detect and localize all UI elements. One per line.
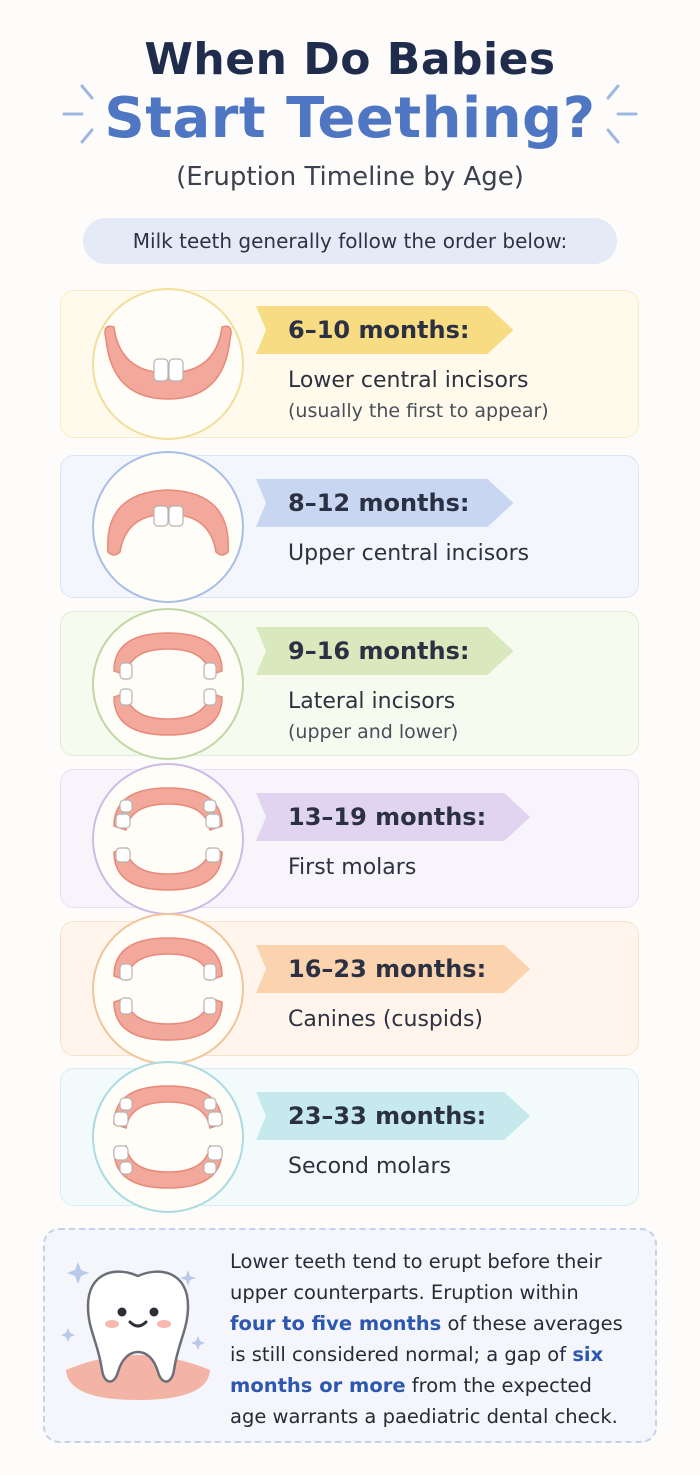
age-range-tag: 8–12 months: [256,479,513,527]
teeth-note: (usually the first to appear) [288,400,549,422]
canines-icon [92,912,244,1065]
intro-banner: Milk teeth generally follow the order be… [83,218,617,264]
upper-central-incisors-icon [92,450,244,603]
title-line-2: Start Teething? [104,86,596,151]
sparkle-left-icon [60,80,100,150]
age-range-tag: 6–10 months: [256,306,513,354]
teeth-name: Upper central incisors [288,541,530,566]
lower-central-incisors-icon [92,288,244,440]
happy-tooth-icon [58,1250,218,1410]
sparkle-right-icon [600,80,640,150]
age-range-label: 8–12 months: [288,489,470,517]
intro-text: Milk teeth generally follow the order be… [132,229,568,253]
footer-highlight-delay: six months or more [230,1343,604,1397]
subtitle: (Eruption Timeline by Age) [176,162,524,192]
teeth-note: (upper and lower) [288,721,459,743]
age-range-tag: 23–33 months: [256,1092,530,1140]
age-range-tag: 16–23 months: [256,945,530,993]
teeth-name: Lower central incisors [288,368,529,393]
age-range-label: 23–33 months: [288,1102,487,1130]
age-range-label: 9–16 months: [288,637,470,665]
footer-text-part: from the expected age warrants a paediat… [230,1374,618,1428]
footer-text-part: of these averages is still considered no… [230,1312,623,1366]
lateral-incisors-icon [92,607,244,760]
second-molars-icon [92,1061,244,1213]
age-range-label: 16–23 months: [288,955,487,983]
first-molars-icon [92,762,244,915]
footer-text-part: Lower teeth tend to erupt before their u… [230,1250,602,1304]
title-line-1: When Do Babies [144,34,556,85]
teeth-name: Canines (cuspids) [288,1007,484,1032]
teeth-name: Second molars [288,1154,451,1179]
teeth-name: First molars [288,855,417,880]
teeth-name: Lateral incisors [288,689,456,714]
age-range-tag: 9–16 months: [256,627,513,675]
footer-text: Lower teeth tend to erupt before their u… [230,1246,630,1432]
footer-highlight-normal-range: four to five months [230,1312,442,1335]
age-range-tag: 13–19 months: [256,793,530,841]
age-range-label: 6–10 months: [288,316,470,344]
age-range-label: 13–19 months: [288,803,487,831]
